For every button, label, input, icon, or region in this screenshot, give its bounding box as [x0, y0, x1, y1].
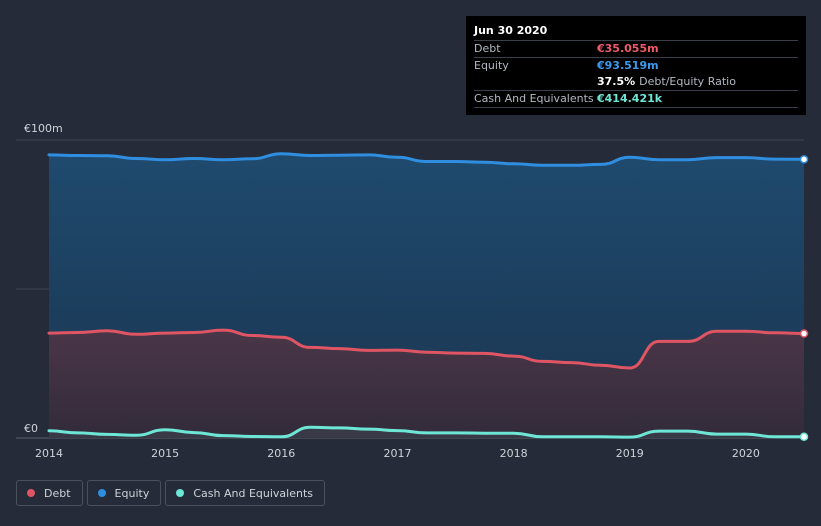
tooltip-cash-row: Cash And Equivalents €414.421k [474, 91, 798, 108]
x-tick-label: 2014 [35, 447, 63, 460]
legend-label-equity: Equity [114, 486, 150, 500]
y-tick-label: €0 [24, 422, 38, 435]
tooltip-ratio-label: Debt/Equity Ratio [639, 75, 736, 88]
data-tooltip: Jun 30 2020 Debt €35.055m Equity €93.519… [466, 16, 806, 115]
y-tick-label: €100m [24, 122, 63, 135]
x-tick-label: 2018 [500, 447, 528, 460]
equity-line [47, 152, 806, 167]
tooltip-debt-value: €35.055m [597, 42, 659, 55]
cash-line [47, 425, 806, 439]
tooltip-equity-value: €93.519m [597, 59, 659, 72]
tooltip-cash-value: €414.421k [597, 92, 663, 105]
tooltip-debt-row: Debt €35.055m [474, 41, 798, 58]
chart-area: €100m €0 2014 2015 2016 2017 2018 2019 2020 [16, 122, 809, 460]
x-tick-label: 2015 [151, 447, 179, 460]
legend-label-debt: Debt [44, 486, 71, 500]
tooltip-cash-label: Cash And Equivalents [474, 92, 594, 105]
equity-dot-icon [97, 489, 106, 497]
tooltip-date: Jun 30 2020 [474, 22, 798, 41]
x-tick-label: 2020 [732, 447, 760, 460]
tooltip-ratio-value: 37.5% [597, 75, 636, 88]
legend-label-cash: Cash And Equivalents [193, 486, 313, 500]
tooltip-equity-label: Equity [474, 59, 509, 72]
x-tick-label: 2019 [616, 447, 644, 460]
equity-end-point [799, 155, 809, 164]
tooltip-ratio-row: 37.5% Debt/Equity Ratio [474, 74, 798, 91]
debt-line [47, 328, 806, 370]
cash-end-point [799, 432, 809, 442]
tooltip-equity-row: Equity €93.519m [474, 58, 798, 74]
legend-item-debt[interactable]: Debt [16, 480, 83, 506]
cash-dot-icon [176, 489, 185, 497]
debt-end-point [799, 329, 809, 338]
legend-item-equity[interactable]: Equity [86, 480, 162, 506]
debt-area [49, 330, 804, 438]
chart-legend: Debt Equity Cash And Equivalents [16, 480, 329, 506]
x-tick-label: 2017 [383, 447, 411, 460]
legend-item-cash[interactable]: Cash And Equivalents [165, 480, 325, 506]
x-tick-label: 2016 [267, 447, 295, 460]
debt-dot-icon [27, 489, 35, 497]
tooltip-debt-label: Debt [474, 42, 501, 55]
